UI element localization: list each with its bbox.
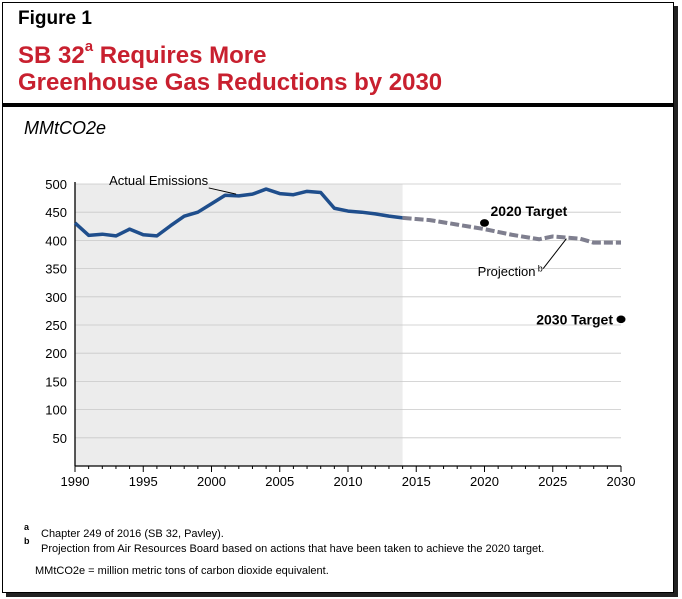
x-tick-label: 2000 — [197, 474, 226, 489]
y-tick-label: 50 — [53, 431, 67, 446]
title-line1-post: Requires More — [93, 42, 267, 69]
unit-note: MMtCO2e = million metric tons of carbon … — [35, 565, 329, 577]
title-line2: Greenhouse Gas Reductions by 2030 — [18, 69, 443, 96]
unit-label: MMtCO2e — [24, 118, 107, 138]
x-tick-label: 2015 — [402, 474, 431, 489]
actual-emissions-leader — [208, 187, 237, 195]
target-2020-marker — [480, 219, 489, 227]
y-tick-label: 400 — [45, 233, 67, 248]
title-footnote-mark: a — [84, 38, 94, 55]
x-tick-label: 1990 — [61, 474, 90, 489]
footnote-a: Chapter 249 of 2016 (SB 32, Pavley). — [41, 528, 224, 540]
y-tick-label: 500 — [45, 177, 67, 192]
figure-label: Figure 1 — [18, 8, 92, 29]
projection-line — [402, 215, 621, 245]
projection-leader — [542, 238, 567, 269]
actual-emissions-line — [73, 187, 403, 238]
x-tick-label: 2025 — [538, 474, 567, 489]
target-2030-marker — [616, 315, 626, 324]
y-tick-label: 450 — [45, 205, 67, 220]
y-tick-label: 350 — [45, 262, 67, 277]
y-tick-label: 150 — [45, 374, 67, 389]
figure-title: SB 32a Requires More Greenhouse Gas Redu… — [18, 39, 443, 96]
target-2020-label: 2020 Target — [491, 203, 568, 219]
x-tick-label: 2030 — [607, 474, 636, 489]
footnote-a-mark: a — [24, 522, 30, 532]
footnote-b: Projection from Air Resources Board base… — [41, 543, 545, 555]
y-tick-label: 100 — [45, 403, 67, 418]
target-2030-label: 2030 Target — [536, 311, 613, 327]
projection-footnote-mark: b — [538, 263, 543, 273]
y-tick-label: 250 — [45, 318, 67, 333]
y-tick-label: 300 — [45, 290, 67, 305]
x-tick-label: 2020 — [470, 474, 499, 489]
x-tick-label: 1995 — [129, 474, 158, 489]
actual-emissions-label: Actual Emissions — [109, 173, 208, 188]
x-tick-label: 2005 — [265, 474, 294, 489]
title-divider — [2, 103, 673, 107]
projection-label: Projection — [478, 264, 536, 279]
footnote-b-mark: b — [24, 536, 30, 546]
x-tick-label: 2010 — [334, 474, 363, 489]
y-tick-label: 200 — [45, 346, 67, 361]
title-line1-pre: SB 32 — [18, 42, 85, 69]
